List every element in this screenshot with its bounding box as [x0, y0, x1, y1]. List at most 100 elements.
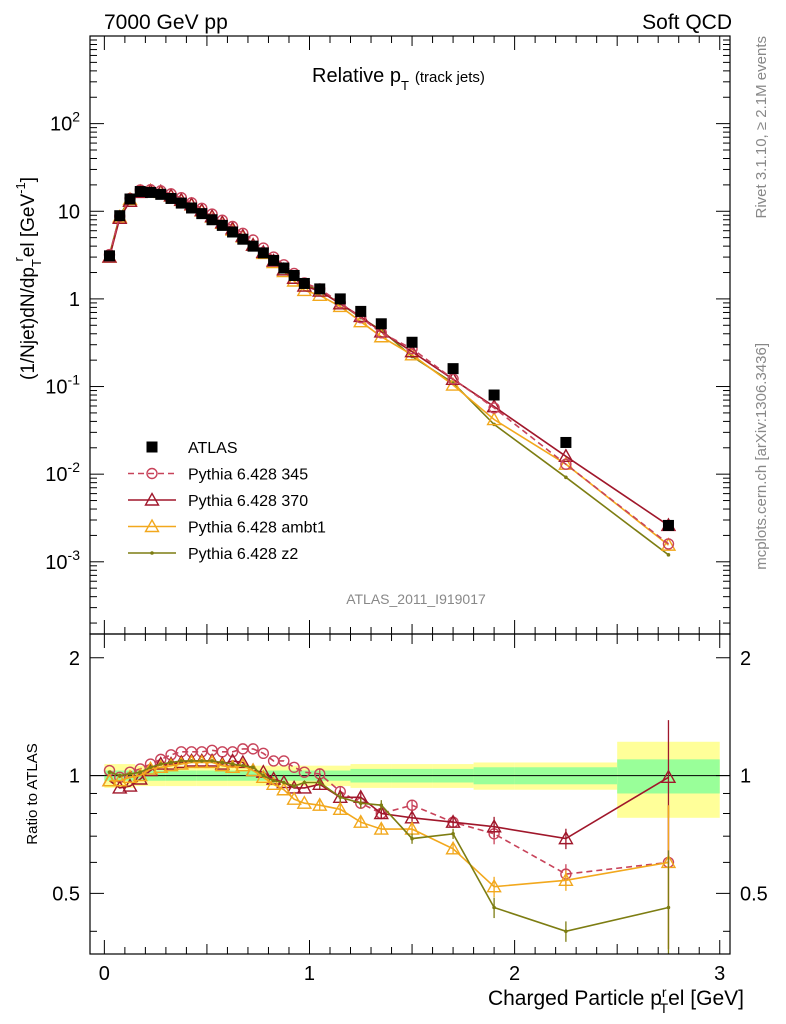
- legend-label: Pythia 6.428 z2: [188, 546, 298, 563]
- data-point: [196, 208, 208, 220]
- data-point: [278, 262, 290, 274]
- ratio-series-pythia-6-428-370: [101, 720, 677, 865]
- data-point: [666, 553, 671, 557]
- header-left: 7000 GeV pp: [104, 11, 228, 34]
- data-point: [564, 929, 568, 934]
- plot-title-extra: (track jets): [415, 69, 485, 86]
- legend: ATLAS Pythia 6.428 345 Pythia 6.428 370 Pyt…: [128, 440, 326, 563]
- data-point: [186, 202, 198, 214]
- data-point: [488, 402, 500, 414]
- data-point: [375, 318, 387, 330]
- data-point: [560, 436, 572, 448]
- data-point: [447, 363, 459, 375]
- data-point: [224, 752, 241, 767]
- data-point: [122, 769, 138, 783]
- data-point: [666, 905, 671, 910]
- x-tick-label: 0: [99, 963, 110, 985]
- main-y-tick-label: 10: [58, 201, 80, 223]
- data-point: [355, 305, 367, 317]
- ratio-y-tick-label: 1: [69, 766, 80, 788]
- data-point: [144, 492, 160, 506]
- data-point: [257, 747, 270, 759]
- data-point: [451, 831, 455, 836]
- ratio-panel: 0.5 0.5 1 1 2 2 0 1 2 3 Ratio to ATLAS Charged P…: [24, 633, 768, 1016]
- data-point: [101, 772, 118, 787]
- data-point: [312, 776, 328, 790]
- data-point: [358, 801, 363, 805]
- legend-label: ATLAS: [188, 440, 238, 457]
- x-tick-labels: 0 1 2 3: [99, 963, 726, 985]
- data-point: [199, 759, 204, 763]
- plot-title: Relative pT (track jets): [312, 65, 485, 93]
- data-point: [288, 269, 300, 281]
- data-point: [379, 803, 384, 808]
- data-point: [163, 757, 179, 772]
- main-y-tick-labels: 10-3 10-2 10-1 1 10 102: [45, 109, 80, 574]
- data-point: [173, 756, 189, 770]
- data-point: [660, 769, 677, 783]
- data-point: [445, 840, 461, 855]
- data-point: [237, 233, 249, 245]
- data-point: [338, 795, 343, 800]
- data-point: [317, 780, 322, 785]
- main-y-tick-label: 10-2: [45, 459, 80, 486]
- data-point: [488, 389, 500, 401]
- x-tick-label: 3: [714, 963, 725, 985]
- data-point: [261, 773, 266, 778]
- data-point: [128, 772, 132, 776]
- data-point: [558, 872, 574, 886]
- data-point: [296, 795, 313, 809]
- data-point: [373, 805, 389, 820]
- x-tick-label: 2: [509, 963, 520, 985]
- data-point: [282, 780, 286, 785]
- data-point: [224, 759, 241, 773]
- data-point: [314, 283, 326, 295]
- data-point: [158, 762, 163, 766]
- ratio-y-tick-label-right: 0.5: [740, 883, 768, 905]
- data-point: [486, 411, 502, 426]
- data-point: [153, 759, 169, 773]
- main-ticks: [90, 35, 730, 634]
- data-point: [406, 336, 418, 348]
- main-y-tick-label: 102: [50, 109, 80, 136]
- data-point: [235, 754, 251, 769]
- data-point: [268, 254, 280, 266]
- data-point: [142, 762, 159, 777]
- ratio-series: [101, 720, 677, 954]
- data-point: [189, 759, 194, 763]
- ratio-y-tick-label-right: 2: [740, 648, 751, 670]
- data-point: [662, 538, 675, 550]
- legend-entry: Pythia 6.428 345: [128, 467, 308, 484]
- mcplots-label: mcplots.cern.ch [arXiv:1306.3436]: [753, 343, 770, 570]
- data-point: [112, 772, 128, 787]
- legend-label: Pythia 6.428 ambt1: [188, 520, 326, 537]
- main-plot-frame: [89, 35, 731, 635]
- data-point: [332, 801, 348, 815]
- x-tick-label: 1: [304, 963, 315, 985]
- data-point: [560, 458, 572, 470]
- data-point: [132, 767, 148, 782]
- data-point: [138, 770, 143, 775]
- data-point: [194, 754, 210, 769]
- data-point: [220, 760, 225, 765]
- data-point: [298, 277, 310, 289]
- ratio-y-tick-label: 0.5: [52, 883, 80, 905]
- legend-label: Pythia 6.428 370: [188, 493, 308, 510]
- data-point: [302, 780, 307, 785]
- data-point: [257, 247, 269, 259]
- data-point: [247, 240, 259, 252]
- x-axis-label: Charged Particle pr Tel [GeV]: [488, 984, 744, 1016]
- data-point: [373, 821, 389, 835]
- data-point: [132, 771, 148, 785]
- data-point: [165, 192, 177, 204]
- rivet-label: Rivet 3.1.10, ≥ 2.1M events: [753, 36, 770, 219]
- data-point: [103, 250, 115, 262]
- data-point: [146, 441, 158, 453]
- legend-entry: Pythia 6.428 370: [128, 492, 308, 510]
- data-point: [404, 343, 420, 358]
- data-point: [169, 760, 173, 765]
- data-point: [353, 814, 369, 828]
- data-point: [146, 467, 158, 480]
- data-point: [206, 214, 218, 226]
